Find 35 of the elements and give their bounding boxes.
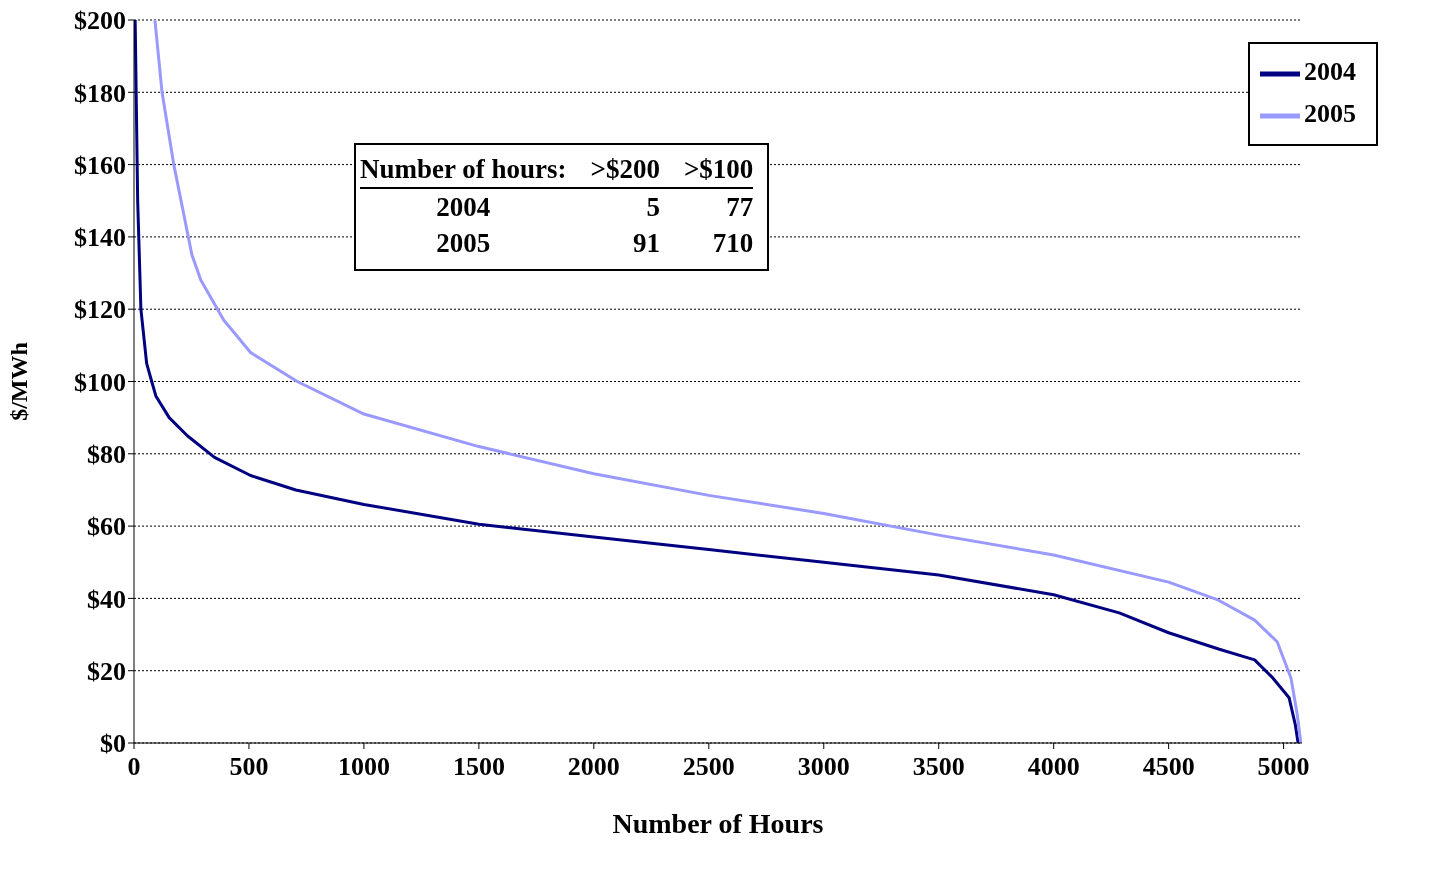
y-tick-label: $40 [87,584,126,614]
legend-label: 2005 [1304,99,1356,129]
annotation: 77 [725,191,754,224]
x-axis-title: Number of Hours [612,808,824,839]
y-tick-label: $80 [87,440,126,470]
y-tick-label: $20 [87,656,126,686]
annotation: >$200 [566,151,660,188]
x-tick-label: 1500 [452,752,505,782]
x-tick-label: 3000 [797,752,850,782]
annotation: 710 [711,227,754,260]
x-tick-label: 500 [229,752,269,782]
y-tick-label: $140 [74,223,126,253]
y-tick-label: $100 [74,367,126,397]
x-tick-label: 4000 [1027,752,1080,782]
x-tick-label: 2000 [567,752,620,782]
annotation: >$100 [659,151,754,188]
annotation: 2004 [435,191,492,224]
annotation: 5 [645,191,660,224]
y-tick-label: $200 [74,6,126,36]
x-tick-label: 1000 [337,752,390,782]
x-tick-label: 4500 [1142,752,1195,782]
y-tick-label: $0 [100,729,126,759]
legend-label: 2004 [1304,57,1356,86]
annotation: 2005 [435,227,492,260]
x-tick-label: 5000 [1257,752,1310,782]
x-tick-label: 2500 [682,752,735,782]
x-tick-label: 0 [127,752,141,782]
y-tick-label: $120 [74,295,126,325]
y-tick-label: $60 [87,512,126,542]
y-tick-label: $180 [74,78,126,108]
y-tick-label: $160 [74,150,126,180]
y-axis-title: $/MWh [5,342,32,421]
x-tick-label: 3500 [912,752,965,782]
annotation: 91 [631,227,660,260]
annotation: Number of hours: [360,151,567,188]
